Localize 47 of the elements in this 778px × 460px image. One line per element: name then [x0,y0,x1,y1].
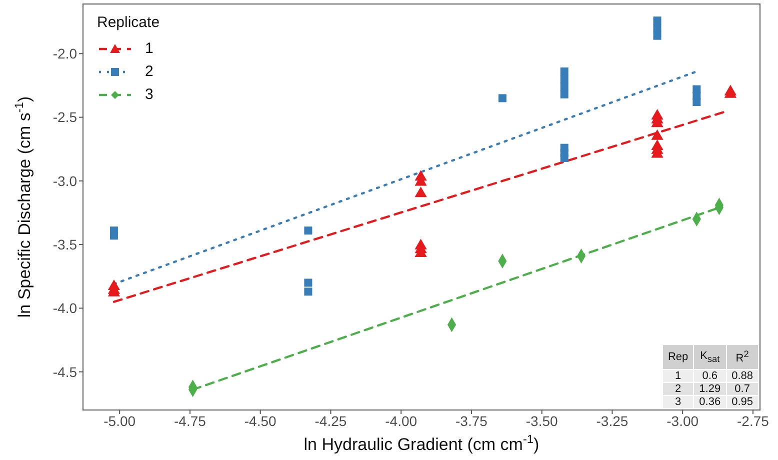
y-tick-label: -4.5 [52,364,78,380]
point [304,288,312,296]
annotation: K$_{sat}$ [694,345,726,369]
annotation: R$^{2}$ [726,345,758,369]
point [110,232,118,240]
annotation: 0.95 [726,396,758,408]
annotation: 0.6 [694,370,726,382]
legend-label: 3 [145,86,154,103]
x-tick-label: -4.00 [385,412,418,429]
legend-label: 2 [145,63,154,80]
x-tick-label: -3.75 [456,412,488,429]
x-tick-label: -4.50 [244,412,277,429]
point [560,154,568,162]
annotation: 1 [662,370,694,382]
x-tick-label: -3.50 [526,412,558,429]
point [692,98,701,106]
y-tick-label: -3.5 [52,236,78,253]
point [560,82,568,91]
point [560,75,568,84]
point [304,278,312,287]
point [560,90,568,98]
point [304,226,312,235]
annotation: 3 [662,396,694,408]
annotation: Rep [662,345,694,369]
x-tick-label: -3.25 [596,412,628,429]
y-tick-label: -4.0 [52,300,78,316]
x-tick-label: -4.75 [174,412,206,429]
x-tick-label: -2.75 [737,412,770,429]
annotation: 0.7 [726,383,758,395]
x-tick-label: -5.00 [104,412,136,429]
y-tick-label: -3.0 [52,172,78,189]
y-tick-label: -2.5 [52,109,78,126]
point [653,16,662,25]
annotation: 2 [662,383,694,395]
point [560,67,568,76]
point [653,24,662,32]
annotation: 0.36 [694,396,726,408]
x-axis-title: ln Hydraulic Gradient (cm cm$^{-1}$) [304,432,540,454]
point [498,94,506,102]
point [653,32,662,40]
x-tick-label: -4.25 [314,412,347,429]
legend-title: Replicate [97,14,160,31]
x-tick-label: -3.00 [666,412,699,429]
annotation: 0.88 [726,370,758,382]
y-tick-label: -2.0 [52,46,78,62]
annotation: 1.29 [694,383,726,395]
legend-label: 1 [145,40,154,57]
